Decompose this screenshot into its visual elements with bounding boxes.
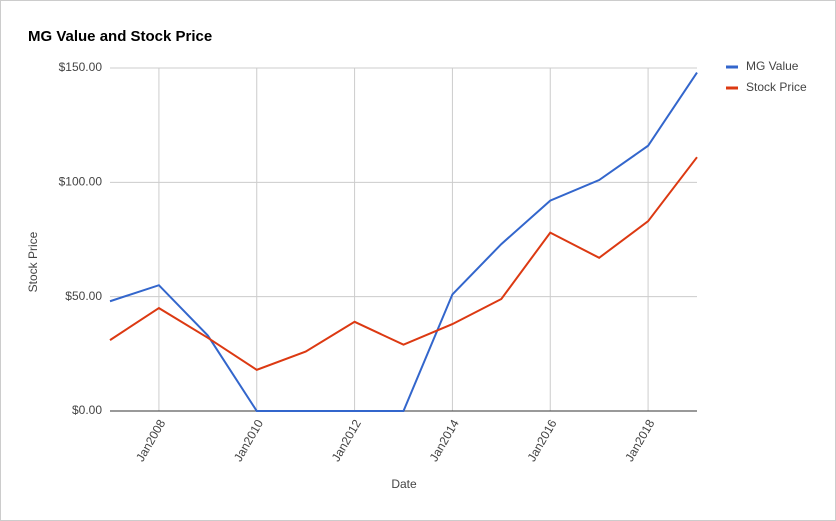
- y-axis-title: Stock Price: [26, 231, 40, 292]
- x-axis-title: Date: [391, 477, 417, 491]
- y-tick-label: $150.00: [59, 60, 103, 74]
- legend-label: Stock Price: [746, 80, 807, 94]
- y-tick-label: $100.00: [59, 175, 103, 189]
- chart-title: MG Value and Stock Price: [28, 28, 212, 45]
- series-line: [109, 156, 698, 371]
- series-line: [109, 72, 698, 412]
- legend-label: MG Value: [746, 59, 799, 73]
- y-tick-label: $50.00: [65, 289, 102, 303]
- y-tick-label: $0.00: [72, 403, 102, 417]
